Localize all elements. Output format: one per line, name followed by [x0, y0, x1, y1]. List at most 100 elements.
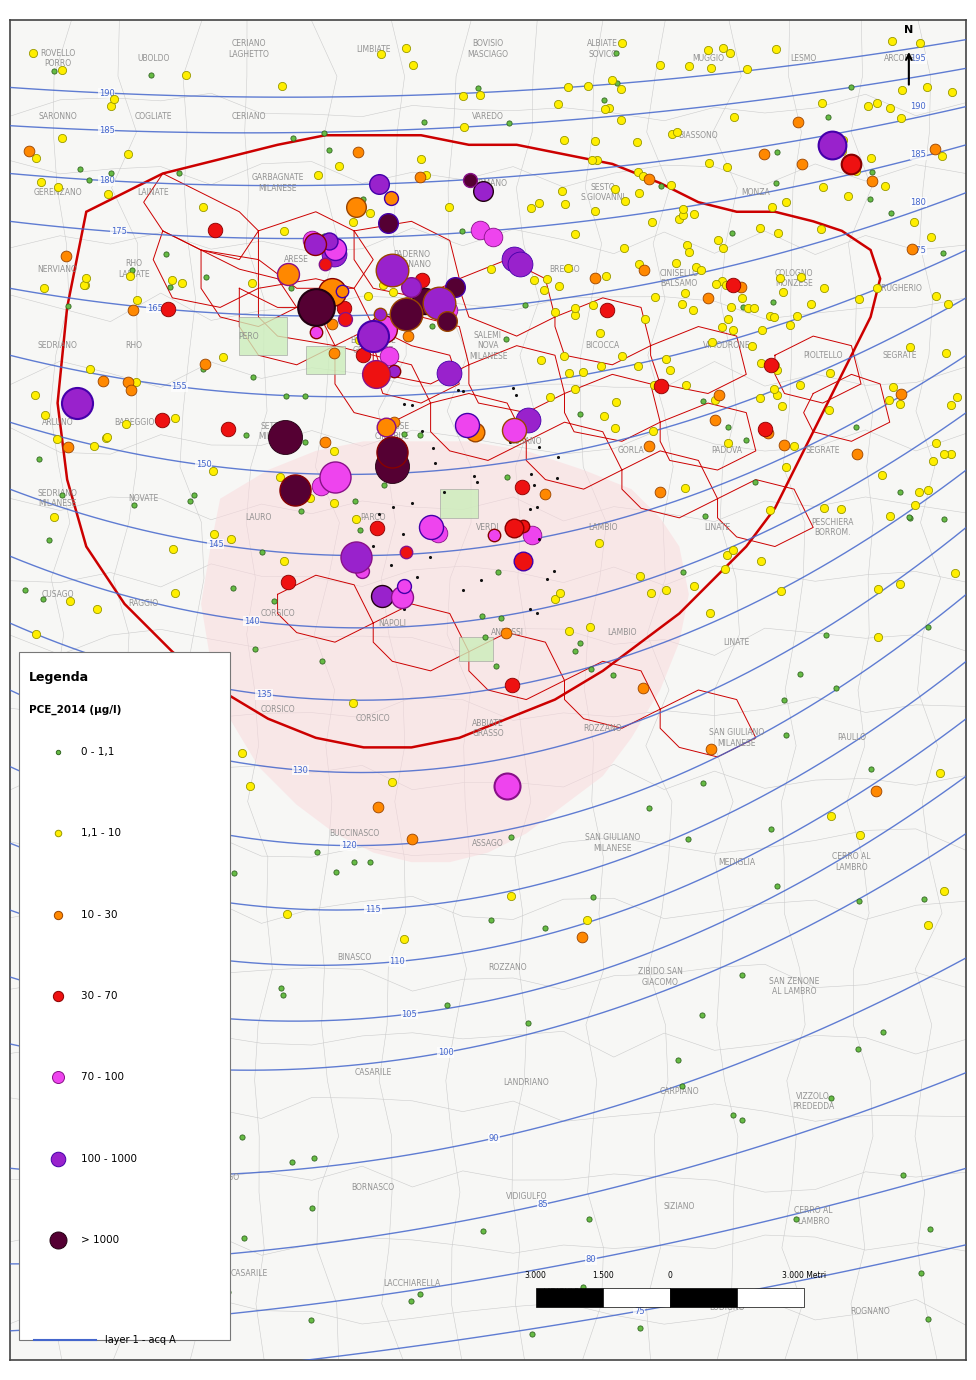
Point	[605, 664, 621, 686]
Point	[81, 1297, 97, 1319]
Point	[50, 985, 65, 1007]
Point	[567, 304, 583, 326]
Text: BUCCINASCO: BUCCINASCO	[329, 829, 380, 838]
Point	[54, 58, 69, 80]
Point	[89, 598, 104, 620]
Text: ROZZANO: ROZZANO	[584, 723, 622, 733]
Point	[617, 237, 632, 259]
Point	[124, 947, 140, 969]
Point	[61, 436, 76, 458]
Point	[843, 76, 859, 98]
Point	[322, 139, 338, 161]
Point	[112, 1203, 128, 1225]
Point	[822, 362, 837, 384]
Point	[310, 164, 326, 186]
Point	[347, 490, 363, 512]
Point	[747, 297, 762, 319]
Point	[653, 175, 669, 197]
Point	[399, 290, 415, 312]
Point	[548, 588, 563, 610]
Point	[722, 41, 738, 63]
Point	[396, 393, 412, 415]
Point	[701, 39, 716, 61]
Point	[470, 77, 486, 99]
Point	[365, 326, 381, 348]
Point	[549, 92, 565, 115]
Point	[936, 443, 952, 465]
Text: VAREDO: VAREDO	[472, 112, 504, 120]
Point	[678, 374, 694, 396]
Point	[803, 294, 819, 316]
Point	[523, 197, 539, 219]
Point	[347, 546, 363, 569]
Point	[50, 1067, 65, 1089]
Point	[763, 353, 779, 375]
Point	[850, 1038, 866, 1060]
Bar	[306, 345, 345, 374]
Point	[513, 551, 529, 573]
Point	[524, 524, 540, 546]
Point	[560, 257, 576, 279]
Point	[775, 282, 791, 304]
Text: 0 - 1,1: 0 - 1,1	[82, 747, 115, 758]
Point	[943, 393, 958, 415]
Point	[234, 742, 250, 765]
Point	[485, 226, 501, 248]
Point	[174, 272, 189, 294]
Text: PADOVA: PADOVA	[712, 446, 743, 455]
Point	[617, 190, 632, 213]
Point	[374, 43, 389, 65]
Point	[920, 479, 936, 501]
Point	[386, 282, 401, 304]
Point	[84, 948, 100, 970]
Point	[585, 149, 600, 171]
Point	[588, 200, 603, 222]
Point	[412, 1282, 427, 1304]
Text: SEGRATE: SEGRATE	[805, 446, 840, 455]
Point	[753, 549, 769, 571]
Point	[644, 211, 660, 233]
Point	[635, 164, 651, 186]
Text: LAMBIO: LAMBIO	[588, 523, 618, 531]
Text: ARLUNO: ARLUNO	[42, 418, 73, 426]
Point	[425, 315, 440, 337]
Point	[504, 429, 519, 451]
Point	[423, 545, 438, 567]
Point	[312, 475, 328, 497]
Point	[172, 163, 187, 185]
Point	[652, 54, 668, 76]
Point	[50, 177, 65, 199]
Point	[456, 116, 471, 138]
Text: CERRO AL
LAMBRO: CERRO AL LAMBRO	[793, 1206, 833, 1225]
Point	[556, 128, 572, 150]
Point	[615, 32, 630, 54]
Text: LANDRIANO: LANDRIANO	[504, 1078, 549, 1086]
Text: LIMBIATE: LIMBIATE	[356, 44, 390, 54]
Point	[207, 218, 223, 240]
Point	[106, 88, 122, 110]
Text: 1.500: 1.500	[591, 1271, 614, 1281]
Text: 120: 120	[341, 840, 356, 850]
Point	[327, 237, 343, 259]
Point	[376, 473, 391, 495]
Point	[793, 374, 808, 396]
Text: CUSAGO: CUSAGO	[41, 589, 74, 599]
Point	[143, 63, 159, 86]
Point	[814, 92, 830, 115]
Point	[400, 326, 416, 348]
Point	[615, 345, 630, 367]
Point	[430, 293, 446, 315]
Point	[893, 108, 909, 130]
Point	[533, 349, 549, 371]
Point	[71, 847, 87, 869]
Text: NOVATE: NOVATE	[129, 494, 159, 504]
Text: 80: 80	[586, 1254, 596, 1264]
Text: ESPASSE
CIMABUE: ESPASSE CIMABUE	[375, 422, 410, 442]
Point	[350, 330, 366, 352]
Point	[726, 105, 742, 127]
Point	[126, 298, 142, 320]
Point	[317, 254, 333, 276]
Point	[593, 355, 609, 377]
Point	[405, 54, 421, 76]
Point	[540, 569, 555, 591]
